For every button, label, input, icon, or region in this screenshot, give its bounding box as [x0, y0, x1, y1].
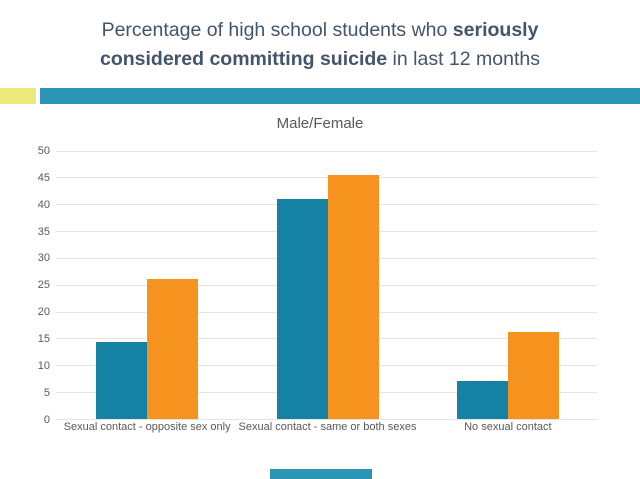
x-axis-category-label: Sexual contact - same or both sexes: [238, 421, 417, 433]
bar-male-1: [96, 341, 148, 420]
y-axis-tick-label: 0: [43, 413, 50, 426]
x-axis-category-label: Sexual contact - opposite sex only: [63, 421, 231, 433]
y-axis-tick-label: 10: [37, 359, 50, 372]
slide-title-line1: Percentage of high school students who s…: [101, 19, 539, 41]
y-axis-tick-label: 45: [37, 171, 50, 184]
y-axis-tick-label: 25: [37, 279, 50, 292]
header-accent-teal-bar: [40, 88, 640, 104]
bar-male-3: [456, 380, 508, 420]
bar-female-2: [327, 174, 379, 420]
footer-accent-teal-bar: [270, 469, 372, 479]
x-axis-category-label: No sexual contact: [464, 421, 552, 433]
bar-female-3: [507, 331, 559, 420]
slide-title-line2: considered committing suicide in last 12…: [100, 48, 540, 70]
y-axis-tick-label: 20: [37, 306, 50, 319]
bar-male-2: [276, 199, 328, 420]
bar-female-1: [147, 278, 199, 420]
slide-title: Percentage of high school students who s…: [0, 16, 640, 74]
y-axis-tick-label: 30: [37, 252, 50, 265]
header-accent-yellow: [0, 88, 36, 104]
y-axis-tick-label: 50: [37, 145, 50, 157]
gridline: [56, 419, 597, 420]
y-axis-tick-label: 15: [37, 332, 50, 345]
y-axis-tick-label: 40: [37, 198, 50, 211]
y-axis-tick-label: 5: [43, 386, 50, 399]
gridline: [56, 177, 597, 179]
y-axis-tick-label: 35: [37, 225, 50, 238]
gridline: [56, 150, 597, 152]
chart-title: Male/Female: [276, 115, 364, 132]
